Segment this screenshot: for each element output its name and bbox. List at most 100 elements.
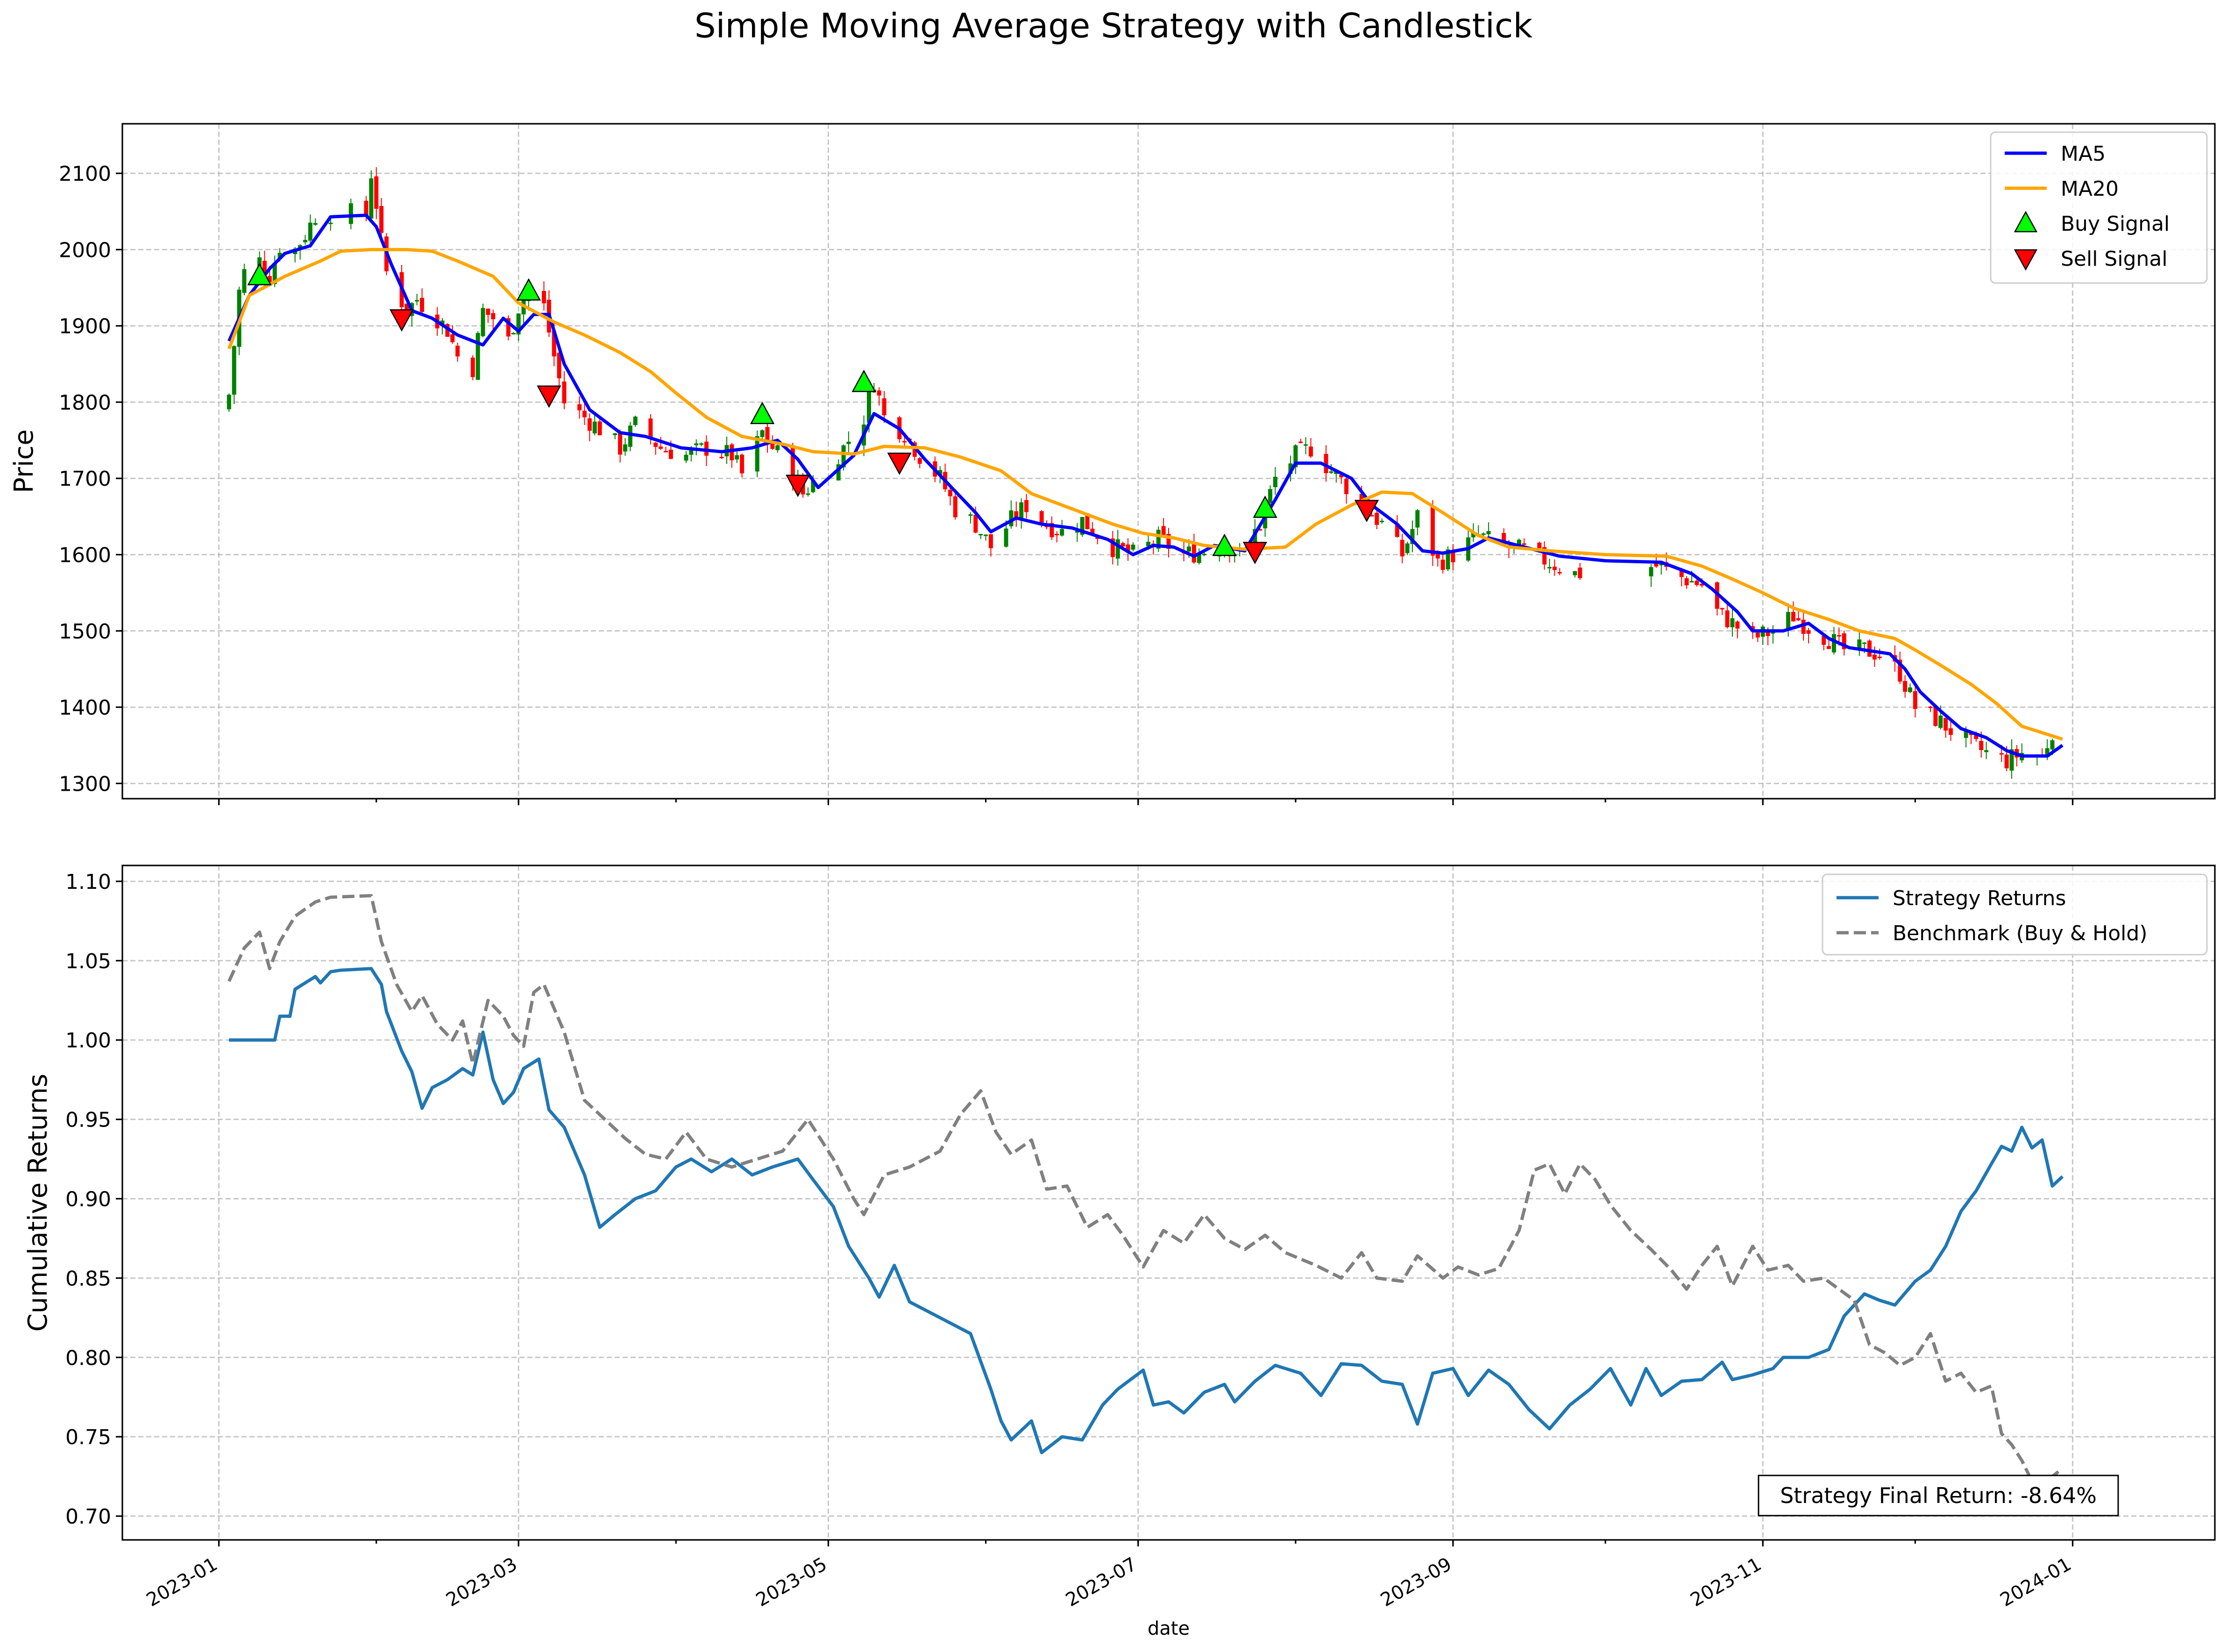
candle-body bbox=[1735, 621, 1740, 629]
candle-body bbox=[1573, 571, 1577, 575]
y-tick-label: 1900 bbox=[59, 315, 111, 339]
candle-body bbox=[1806, 630, 1811, 634]
y-tick-label: 2000 bbox=[59, 238, 111, 262]
candle-body bbox=[806, 493, 810, 495]
y-tick-label: 0.75 bbox=[65, 1425, 111, 1449]
candle-body bbox=[2009, 749, 2014, 771]
candle-body bbox=[1019, 502, 1024, 520]
candle-body bbox=[882, 398, 887, 416]
candle-body bbox=[1146, 541, 1151, 546]
candle-body bbox=[1395, 524, 1399, 537]
candle-body bbox=[1197, 552, 1201, 563]
candle-body bbox=[917, 458, 922, 464]
candle-body bbox=[1964, 731, 1968, 738]
candle-body bbox=[694, 443, 699, 446]
candle-body bbox=[1984, 750, 1989, 752]
candle-body bbox=[1842, 633, 1846, 649]
candle-body bbox=[374, 176, 379, 209]
candle-body bbox=[755, 436, 759, 472]
figure-title: Simple Moving Average Strategy with Cand… bbox=[695, 6, 1533, 45]
candle-body bbox=[1913, 691, 1917, 709]
candle-body bbox=[1827, 646, 1831, 649]
candle-body bbox=[953, 496, 957, 518]
candle-body bbox=[1055, 534, 1059, 536]
candle-body bbox=[628, 425, 632, 447]
candle-body bbox=[1050, 523, 1054, 538]
candle-body bbox=[1547, 567, 1552, 568]
candle-body bbox=[1791, 612, 1795, 622]
candle-body bbox=[272, 262, 277, 284]
candle-body bbox=[516, 313, 521, 335]
candle-body bbox=[597, 421, 602, 435]
legend-frame bbox=[1822, 873, 2208, 956]
candle-body bbox=[659, 447, 663, 449]
strategy-line bbox=[229, 967, 2064, 1454]
candle-body bbox=[1862, 642, 1867, 644]
candle-body bbox=[979, 534, 983, 536]
candle-body bbox=[760, 430, 765, 437]
y-tick-label: 0.90 bbox=[65, 1188, 111, 1212]
candle-body bbox=[379, 206, 384, 233]
candle-body bbox=[846, 441, 851, 444]
series-line-ma5 bbox=[227, 213, 2064, 758]
candle-body bbox=[684, 454, 688, 461]
candle-body bbox=[262, 261, 267, 276]
candle-body bbox=[1974, 733, 1979, 739]
candle-body bbox=[1004, 528, 1008, 547]
candle-body bbox=[1542, 547, 1547, 565]
candle-body bbox=[1380, 521, 1384, 523]
candle-body bbox=[1186, 546, 1191, 552]
candle-body bbox=[1471, 532, 1475, 538]
candle-body bbox=[1949, 728, 1953, 735]
series-line-ma20 bbox=[227, 248, 2063, 741]
candle-body bbox=[653, 442, 658, 447]
candle-body bbox=[2050, 740, 2055, 750]
candle-body bbox=[984, 534, 988, 536]
buy-signal-marker bbox=[516, 278, 541, 301]
y-tick-label: 1.00 bbox=[65, 1029, 111, 1053]
candle-body bbox=[1928, 706, 1933, 708]
candle-body bbox=[1268, 489, 1272, 503]
candle-body bbox=[506, 318, 511, 337]
annotation-box bbox=[1758, 1475, 2119, 1517]
candle-body bbox=[369, 178, 374, 219]
candle-body bbox=[1405, 543, 1410, 553]
legend-frame bbox=[1990, 131, 2208, 284]
candle-body bbox=[689, 448, 694, 455]
candle-body bbox=[1979, 741, 1984, 751]
candle-body bbox=[1537, 542, 1542, 548]
y-tick-label: 0.70 bbox=[65, 1505, 111, 1529]
candle-body bbox=[1837, 635, 1841, 637]
price-legend: MA5 MA20 Buy Signal Sell Signal bbox=[1990, 131, 2208, 284]
candle-body bbox=[475, 333, 480, 380]
candle-body bbox=[973, 514, 978, 533]
sell-signal-marker bbox=[1354, 500, 1379, 523]
candle-body bbox=[730, 444, 734, 461]
candle-body bbox=[633, 416, 638, 425]
candle-body bbox=[303, 240, 307, 242]
legend-buy-marker bbox=[2014, 211, 2038, 233]
candle-body bbox=[1288, 463, 1293, 474]
y-tick-label: 1400 bbox=[59, 696, 111, 720]
candle-body bbox=[699, 443, 704, 445]
y-tick-label: 0.95 bbox=[65, 1108, 111, 1132]
candle-body bbox=[420, 298, 425, 312]
y-tick-label: 1.10 bbox=[65, 870, 111, 894]
sell-signal-marker bbox=[537, 385, 561, 408]
legend-sell-marker bbox=[2014, 249, 2038, 271]
price-axes-frame bbox=[121, 123, 2216, 800]
candle-body bbox=[765, 427, 770, 443]
candle-body bbox=[1486, 531, 1491, 534]
candle-body bbox=[1430, 507, 1435, 556]
price-ticks: 1300 1400 1500 1600 1700 1800 1900 2000 2100 bbox=[59, 162, 2074, 805]
candle-body bbox=[1156, 530, 1161, 549]
candle-body bbox=[988, 534, 993, 548]
y-tick-label: 0.80 bbox=[65, 1346, 111, 1370]
y-tick-label: 1600 bbox=[59, 544, 111, 567]
candle-body bbox=[1481, 533, 1486, 535]
candle-body bbox=[1308, 446, 1313, 457]
buy-signal-marker bbox=[1212, 533, 1237, 556]
candle-body bbox=[735, 455, 739, 460]
candle-body bbox=[1359, 494, 1364, 502]
